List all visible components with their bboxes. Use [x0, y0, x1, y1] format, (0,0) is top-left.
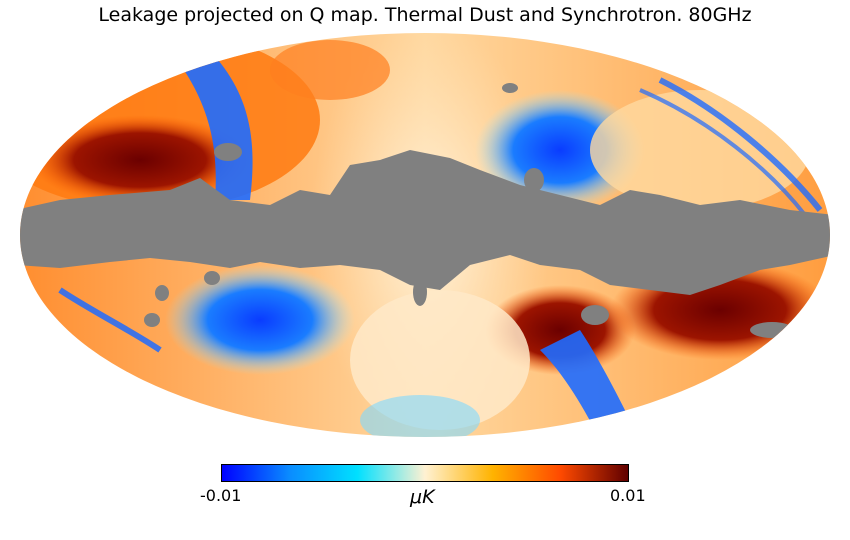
map-content	[20, 33, 830, 437]
colorbar-unit-label: μK	[410, 486, 435, 508]
colorbar-min-label: -0.01	[200, 486, 242, 505]
mask-hole	[524, 168, 544, 192]
blue-region-ne	[475, 90, 645, 210]
mask-hole	[413, 278, 427, 306]
blue-region-sw	[165, 265, 355, 375]
colorbar-max-label: 0.01	[610, 486, 646, 505]
map-title: Leakage projected on Q map. Thermal Dust…	[98, 4, 752, 26]
mask-hole	[502, 83, 518, 93]
colorbar	[221, 464, 629, 482]
mask-hole	[144, 313, 160, 327]
sky-map	[20, 33, 830, 437]
mask-hole	[750, 322, 794, 338]
mask-hole	[214, 143, 242, 161]
galactic-mask	[20, 150, 830, 295]
mask-hole	[581, 305, 609, 325]
mask-hole	[155, 285, 169, 301]
mask-hole	[204, 271, 220, 285]
